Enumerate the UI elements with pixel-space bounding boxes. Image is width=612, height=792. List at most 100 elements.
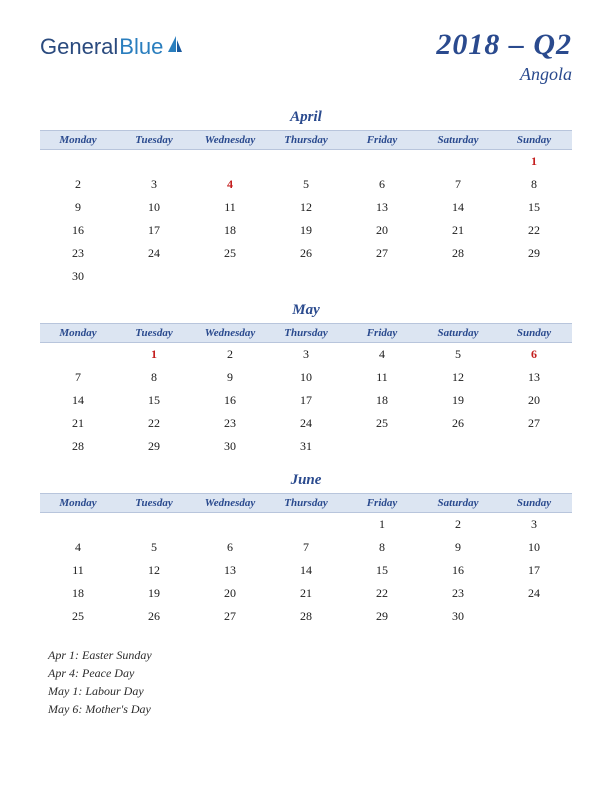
calendar-cell: 24 <box>496 582 572 605</box>
calendar-cell <box>268 265 344 288</box>
calendar-cell: 19 <box>116 582 192 605</box>
calendar-cell: 10 <box>496 536 572 559</box>
logo-sail-icon <box>166 34 184 60</box>
weekday-label: Thursday <box>268 131 344 149</box>
calendar-cell <box>496 265 572 288</box>
calendar-cell: 21 <box>268 582 344 605</box>
calendar-cell <box>344 265 420 288</box>
calendar-cell: 22 <box>344 582 420 605</box>
calendar-row: 9101112131415 <box>40 196 572 219</box>
calendar-cell: 26 <box>268 242 344 265</box>
calendar-cell: 11 <box>192 196 268 219</box>
calendar-cell: 29 <box>116 435 192 458</box>
calendar-cell: 2 <box>192 343 268 366</box>
calendar-cell <box>496 435 572 458</box>
weekday-label: Tuesday <box>116 494 192 512</box>
month-name: April <box>40 109 572 126</box>
holiday-entry: May 1: Labour Day <box>48 682 572 700</box>
header: GeneralBlue 2018 – Q2 Angola <box>40 28 572 85</box>
calendar-cell <box>420 435 496 458</box>
calendar-cell <box>344 150 420 173</box>
weekday-label: Monday <box>40 131 116 149</box>
calendar-cell: 28 <box>268 605 344 628</box>
holiday-entry: Apr 4: Peace Day <box>48 664 572 682</box>
calendar-cell: 16 <box>192 389 268 412</box>
calendar-row: 14151617181920 <box>40 389 572 412</box>
calendar-cell: 25 <box>192 242 268 265</box>
calendar-cell: 5 <box>420 343 496 366</box>
calendar-row: 252627282930 <box>40 605 572 628</box>
calendar-cell <box>40 513 116 536</box>
calendar-cell: 15 <box>496 196 572 219</box>
calendar-cell: 1 <box>344 513 420 536</box>
calendar-cell: 21 <box>420 219 496 242</box>
calendar-cell: 2 <box>420 513 496 536</box>
weekday-label: Monday <box>40 494 116 512</box>
calendar-cell: 25 <box>40 605 116 628</box>
calendar-cell: 14 <box>268 559 344 582</box>
calendar-cell: 28 <box>420 242 496 265</box>
calendar-row: 16171819202122 <box>40 219 572 242</box>
calendar-cell: 30 <box>420 605 496 628</box>
calendar-cell: 27 <box>344 242 420 265</box>
calendar-cell: 5 <box>116 536 192 559</box>
calendar-cell: 26 <box>420 412 496 435</box>
calendar-row: 30 <box>40 265 572 288</box>
weekday-label: Saturday <box>420 324 496 342</box>
calendar-cell: 12 <box>420 366 496 389</box>
weekday-label: Sunday <box>496 324 572 342</box>
calendar-row: 78910111213 <box>40 366 572 389</box>
calendar-row: 123 <box>40 513 572 536</box>
calendars-container: April MondayTuesdayWednesdayThursdayFrida… <box>40 109 572 628</box>
calendar-cell <box>420 150 496 173</box>
calendar-cell: 9 <box>40 196 116 219</box>
calendar-cell: 11 <box>344 366 420 389</box>
calendar-cell <box>344 435 420 458</box>
calendar-cell: 20 <box>496 389 572 412</box>
calendar-cell: 18 <box>192 219 268 242</box>
logo-text-1: General <box>40 34 118 60</box>
calendar-cell: 13 <box>192 559 268 582</box>
calendar-cell <box>116 513 192 536</box>
calendar-cell: 1 <box>116 343 192 366</box>
holiday-entry: Apr 1: Easter Sunday <box>48 646 572 664</box>
page-title: 2018 – Q2 <box>436 28 572 62</box>
weekday-label: Saturday <box>420 131 496 149</box>
calendar-cell: 21 <box>40 412 116 435</box>
calendar-cell: 17 <box>116 219 192 242</box>
calendar-cell: 15 <box>116 389 192 412</box>
calendar-cell <box>268 513 344 536</box>
calendar-cell: 23 <box>192 412 268 435</box>
holidays-list: Apr 1: Easter SundayApr 4: Peace DayMay … <box>40 646 572 718</box>
calendar-cell: 16 <box>40 219 116 242</box>
calendar-cell: 20 <box>192 582 268 605</box>
weekday-label: Saturday <box>420 494 496 512</box>
calendar-cell: 11 <box>40 559 116 582</box>
weekday-label: Monday <box>40 324 116 342</box>
month-block: MayMondayTuesdayWednesdayThursdayFridayS… <box>40 302 572 458</box>
weekday-label: Friday <box>344 494 420 512</box>
calendar-cell <box>116 265 192 288</box>
calendar-row: 45678910 <box>40 536 572 559</box>
calendar-cell: 6 <box>496 343 572 366</box>
calendar-cell: 25 <box>344 412 420 435</box>
calendar-row: 1 <box>40 150 572 173</box>
calendar-cell: 7 <box>40 366 116 389</box>
month-name: June <box>40 472 572 489</box>
calendar-cell: 8 <box>344 536 420 559</box>
page-subtitle: Angola <box>436 64 572 85</box>
calendar-cell <box>116 150 192 173</box>
calendar-cell: 29 <box>496 242 572 265</box>
calendar-cell <box>496 605 572 628</box>
month-block: AprilMondayTuesdayWednesdayThursdayFrida… <box>40 109 572 288</box>
calendar-cell: 9 <box>420 536 496 559</box>
calendar-cell: 10 <box>116 196 192 219</box>
calendar-cell: 13 <box>344 196 420 219</box>
weekday-label: Friday <box>344 324 420 342</box>
calendar-cell: 27 <box>192 605 268 628</box>
calendar-cell: 3 <box>268 343 344 366</box>
calendar-cell: 13 <box>496 366 572 389</box>
weekday-header: MondayTuesdayWednesdayThursdayFridaySatu… <box>40 323 572 343</box>
calendar-cell: 30 <box>192 435 268 458</box>
calendar-row: 11121314151617 <box>40 559 572 582</box>
